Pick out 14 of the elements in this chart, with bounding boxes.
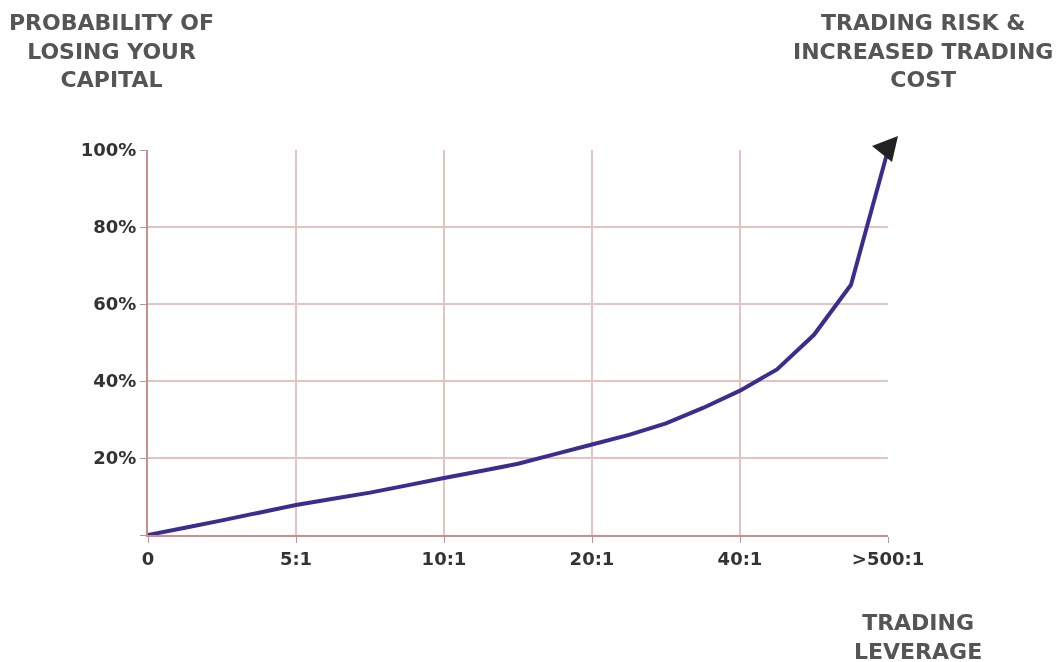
text: TRADING RISK & INCREASED TRADING COST [793,10,1054,93]
y-tick-label: 60% [93,293,137,315]
x-tick-label: 5:1 [279,547,313,569]
y-tick-label: 20% [93,447,137,469]
x-tick-label: 40:1 [717,547,763,569]
x-axis-title: TRADING LEVERAGE [854,610,983,662]
x-tick-label: 10:1 [421,547,467,569]
y-tick-label: 80% [93,216,137,238]
x-tick-label: 0 [141,547,155,569]
x-tick-label: >500:1 [851,547,925,569]
y-tick-label: 100% [80,139,137,161]
y-axis-title: PROBABILITY OF LOSING YOUR CAPITAL [9,10,215,93]
y-tick-label: 40% [93,370,137,392]
x-tick-label: 20:1 [569,547,615,569]
